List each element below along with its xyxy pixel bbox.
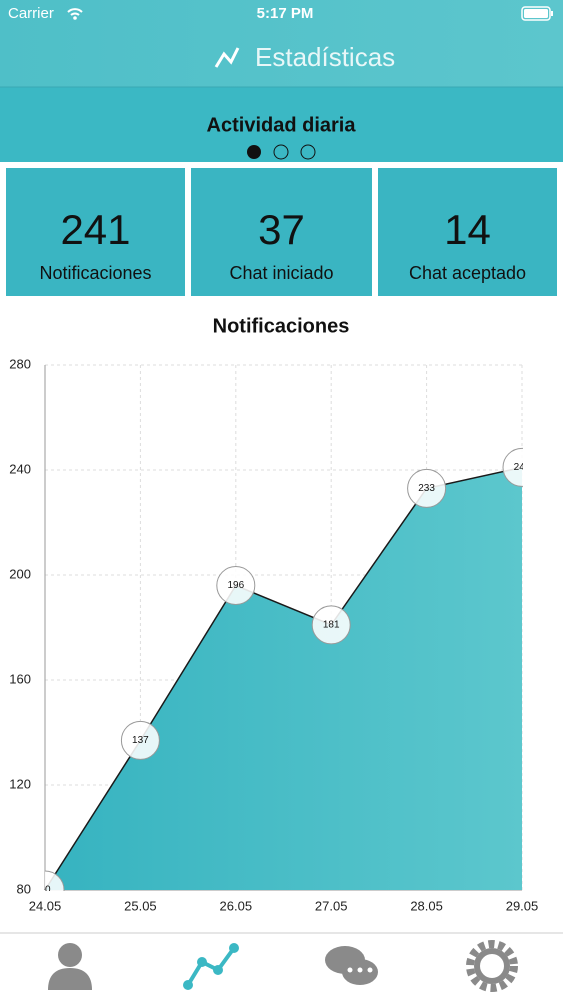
x-tick-label: 25.05 [124,898,157,913]
profile-head [58,943,82,967]
tab-profile[interactable] [48,943,92,990]
section-title: Actividad diaria [207,114,357,136]
stat-label: Notificaciones [39,263,151,283]
data-label: 181 [323,620,340,631]
stats: 241 Notificaciones 37 Chat iniciado 14 Chat a… [6,168,557,296]
stats-node [197,957,207,967]
point [407,468,447,508]
point [120,720,160,760]
stat-value: 37 [258,206,305,253]
page-dot[interactable] [273,144,289,160]
stat-tile [378,168,557,296]
x-tick-label: 24.05 [29,898,62,913]
battery [521,6,551,21]
tab-settings[interactable] [466,940,518,992]
stat-label: Chat iniciado [229,263,333,283]
section-bg [0,87,563,162]
chat-dot [367,967,373,973]
header-icon [214,47,240,68]
header-title: Estadísticas [255,42,395,72]
point [311,605,351,645]
x-tick-label: 26.05 [220,898,253,913]
stat-value: 241 [60,206,130,253]
data-label: 241 [514,462,531,473]
wifi-icon [67,8,83,16]
chart-title: Notificaciones [213,315,350,337]
data-label: 233 [418,483,435,494]
markers: 80 137 196 181 233 241 [39,447,531,896]
stats-node [229,943,239,953]
chat-dot [347,967,353,973]
tab-chat[interactable] [325,946,378,985]
area [45,467,522,890]
tab-stats[interactable] [183,943,239,990]
page-dot[interactable] [247,145,261,159]
stats-node [213,965,223,975]
battery-level [524,9,548,18]
data-label: 80 [39,885,51,896]
chart: 80 120 160 200 240 280 80 137 196 181 233 241 24.05 2… [9,356,539,913]
profile-body [48,968,92,990]
chat-dot [357,967,363,973]
data-label: 196 [227,580,244,591]
point [216,566,256,605]
y-tick-label: 200 [9,566,31,581]
y-tick-label: 280 [9,356,31,371]
stat-tile [6,168,185,296]
data-label: 137 [132,735,149,746]
point [45,870,65,891]
stat-label: Chat aceptado [409,263,526,283]
wifi-dot [73,16,77,20]
y-tick-label: 80 [17,881,31,896]
battery-tip [551,11,553,16]
y-tick-label: 240 [9,461,31,476]
time: 5:17 PM [257,5,314,22]
x-tick-label: 27.05 [315,898,348,913]
header-bg [0,0,563,87]
y-tick-label: 120 [9,776,31,791]
x-tick-label: 29.05 [506,898,539,913]
gear-teeth [466,940,518,992]
carrier: Carrier [8,5,54,22]
stats-node [183,980,193,990]
gear-ring [474,948,510,984]
point [502,447,523,487]
y-tick-label: 160 [9,671,31,686]
page-dot[interactable] [300,144,316,160]
stats-line [186,946,236,987]
x-tick-label: 28.05 [410,898,443,913]
stat-tile [191,168,372,296]
stat-value: 14 [444,206,491,253]
